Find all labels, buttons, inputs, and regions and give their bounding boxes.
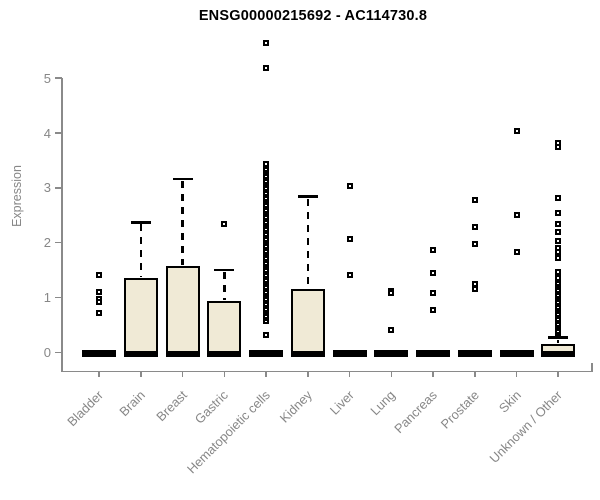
y-tick-label: 5 — [43, 70, 51, 86]
outlier-point — [388, 327, 395, 334]
outlier-point — [96, 298, 103, 305]
box — [207, 301, 242, 357]
y-tick — [54, 296, 62, 299]
outlier-point — [263, 64, 270, 71]
median-line — [499, 349, 534, 357]
outlier-point — [555, 220, 562, 227]
x-tick — [474, 372, 476, 377]
y-tick-label: 3 — [43, 180, 51, 196]
outlier-point — [263, 40, 270, 47]
y-tick — [54, 187, 62, 189]
outlier-point — [263, 332, 270, 339]
x-tick — [557, 372, 559, 377]
outlier-point — [471, 241, 478, 248]
whisker-cap — [214, 268, 235, 272]
outlier-point — [513, 249, 520, 256]
median-line — [207, 351, 242, 357]
outlier-point — [555, 255, 562, 262]
outlier-point — [221, 220, 228, 227]
outlier-point — [471, 197, 478, 204]
median-line — [332, 349, 367, 357]
outlier-point — [513, 128, 520, 135]
outlier-point — [513, 212, 520, 219]
median-line — [249, 349, 284, 357]
x-axis-end-cap — [591, 363, 593, 372]
whisker-line — [223, 272, 226, 301]
outlier-point — [346, 183, 353, 190]
median-line — [290, 351, 325, 357]
median-line — [374, 349, 409, 357]
outlier-point — [555, 249, 562, 256]
y-tick-label: 1 — [43, 290, 51, 306]
y-tick — [54, 351, 62, 354]
box — [165, 266, 200, 357]
outlier-point — [430, 270, 437, 277]
outlier-point — [430, 247, 437, 254]
outlier-point — [263, 160, 270, 167]
median-line — [82, 349, 117, 357]
y-tick — [54, 77, 62, 79]
x-tick — [432, 372, 434, 377]
median-line — [123, 351, 158, 357]
outlier-point — [388, 289, 395, 296]
outlier-point — [96, 289, 103, 296]
median-line — [416, 349, 451, 357]
outlier-point — [555, 209, 562, 216]
x-tick — [265, 372, 267, 377]
outlier-point — [555, 274, 562, 281]
outlier-point — [471, 286, 478, 293]
whisker-line — [306, 198, 310, 289]
whisker-cap — [172, 177, 193, 181]
outlier-point — [96, 309, 103, 316]
outlier-point — [346, 236, 353, 243]
y-tick-label: 2 — [43, 235, 51, 251]
outlier-point — [346, 271, 353, 278]
median-line — [457, 349, 492, 357]
y-tick-label: 4 — [43, 125, 51, 141]
y-axis-line — [61, 78, 63, 371]
x-tick — [140, 372, 142, 377]
x-tick — [181, 372, 184, 377]
x-tick — [515, 372, 518, 377]
x-tick — [98, 372, 100, 377]
box — [290, 289, 325, 357]
outlier-point — [555, 229, 562, 236]
outlier-point — [555, 195, 562, 202]
median-line — [541, 351, 576, 357]
x-tick — [348, 372, 351, 377]
outlier-point — [471, 224, 478, 231]
x-tick — [390, 372, 393, 377]
outlier-point — [555, 144, 562, 151]
whisker-line — [556, 339, 560, 344]
y-tick — [54, 241, 62, 244]
box — [123, 278, 158, 357]
whisker-cap — [297, 195, 318, 198]
y-tick — [54, 132, 62, 134]
x-tick — [307, 372, 309, 377]
outlier-point — [96, 272, 103, 279]
y-tick-label: 0 — [43, 344, 51, 360]
outlier-point — [430, 290, 437, 297]
chart-title: ENSG00000215692 - AC114730.8 — [198, 8, 428, 24]
outlier-point — [555, 237, 562, 244]
outlier-point — [430, 307, 437, 314]
whisker-line — [139, 224, 143, 278]
x-tick — [223, 372, 226, 377]
outlier-point — [555, 269, 562, 276]
whisker-line — [181, 181, 184, 266]
whisker-cap — [130, 221, 151, 224]
median-line — [165, 351, 200, 357]
whisker-cap — [548, 336, 569, 339]
x-axis-line — [61, 370, 593, 372]
